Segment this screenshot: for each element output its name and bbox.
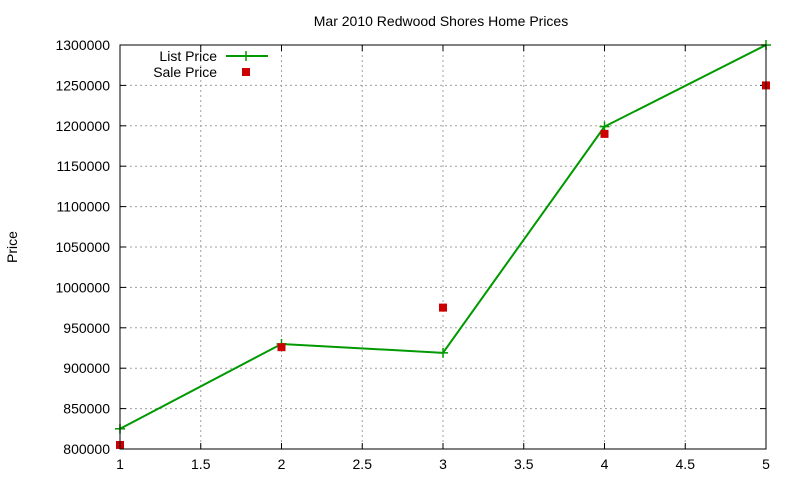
chart-title: Mar 2010 Redwood Shores Home Prices bbox=[314, 13, 568, 29]
y-tick-label: 1100000 bbox=[57, 199, 111, 215]
tick-labels: 1 1.5 2 2.5 3 3.5 4 4.5 5 800000 850000 900000 95000… bbox=[55, 37, 770, 472]
x-tick-label: 2.5 bbox=[353, 456, 373, 472]
y-tick-label: 1200000 bbox=[55, 118, 110, 134]
y-tick-label: 1300000 bbox=[55, 37, 110, 53]
x-tick-label: 1.5 bbox=[191, 456, 211, 472]
y-tick-label: 900000 bbox=[63, 360, 110, 376]
sale-price-point bbox=[277, 343, 286, 352]
legend-label: List Price bbox=[159, 48, 217, 64]
y-tick-label: 1150000 bbox=[57, 158, 111, 174]
legend-swatch-marker bbox=[241, 51, 251, 61]
y-tick-label: 1000000 bbox=[55, 279, 110, 295]
x-tick-label: 4 bbox=[601, 456, 609, 472]
y-axis-label: Price bbox=[4, 231, 20, 263]
x-tick-label: 4.5 bbox=[676, 456, 696, 472]
x-tick-label: 5 bbox=[762, 456, 770, 472]
y-tick-label: 800000 bbox=[63, 441, 110, 457]
y-tick-label: 950000 bbox=[63, 320, 110, 336]
y-tick-label: 1250000 bbox=[55, 77, 110, 93]
legend-label: Sale Price bbox=[153, 64, 217, 80]
sale-price-point bbox=[439, 303, 447, 312]
x-tick-label: 3.5 bbox=[514, 456, 534, 472]
plot-border bbox=[119, 44, 767, 450]
x-tick-label: 3 bbox=[439, 456, 447, 472]
list-price-point bbox=[438, 347, 448, 358]
legend-swatch-marker bbox=[242, 68, 250, 76]
y-tick-label: 1050000 bbox=[55, 239, 110, 255]
x-tick-label: 1 bbox=[116, 456, 124, 472]
grid bbox=[120, 45, 766, 449]
y-tick-label: 850000 bbox=[63, 401, 110, 417]
x-tick-label: 2 bbox=[278, 456, 286, 472]
sale-price-point bbox=[600, 129, 609, 138]
